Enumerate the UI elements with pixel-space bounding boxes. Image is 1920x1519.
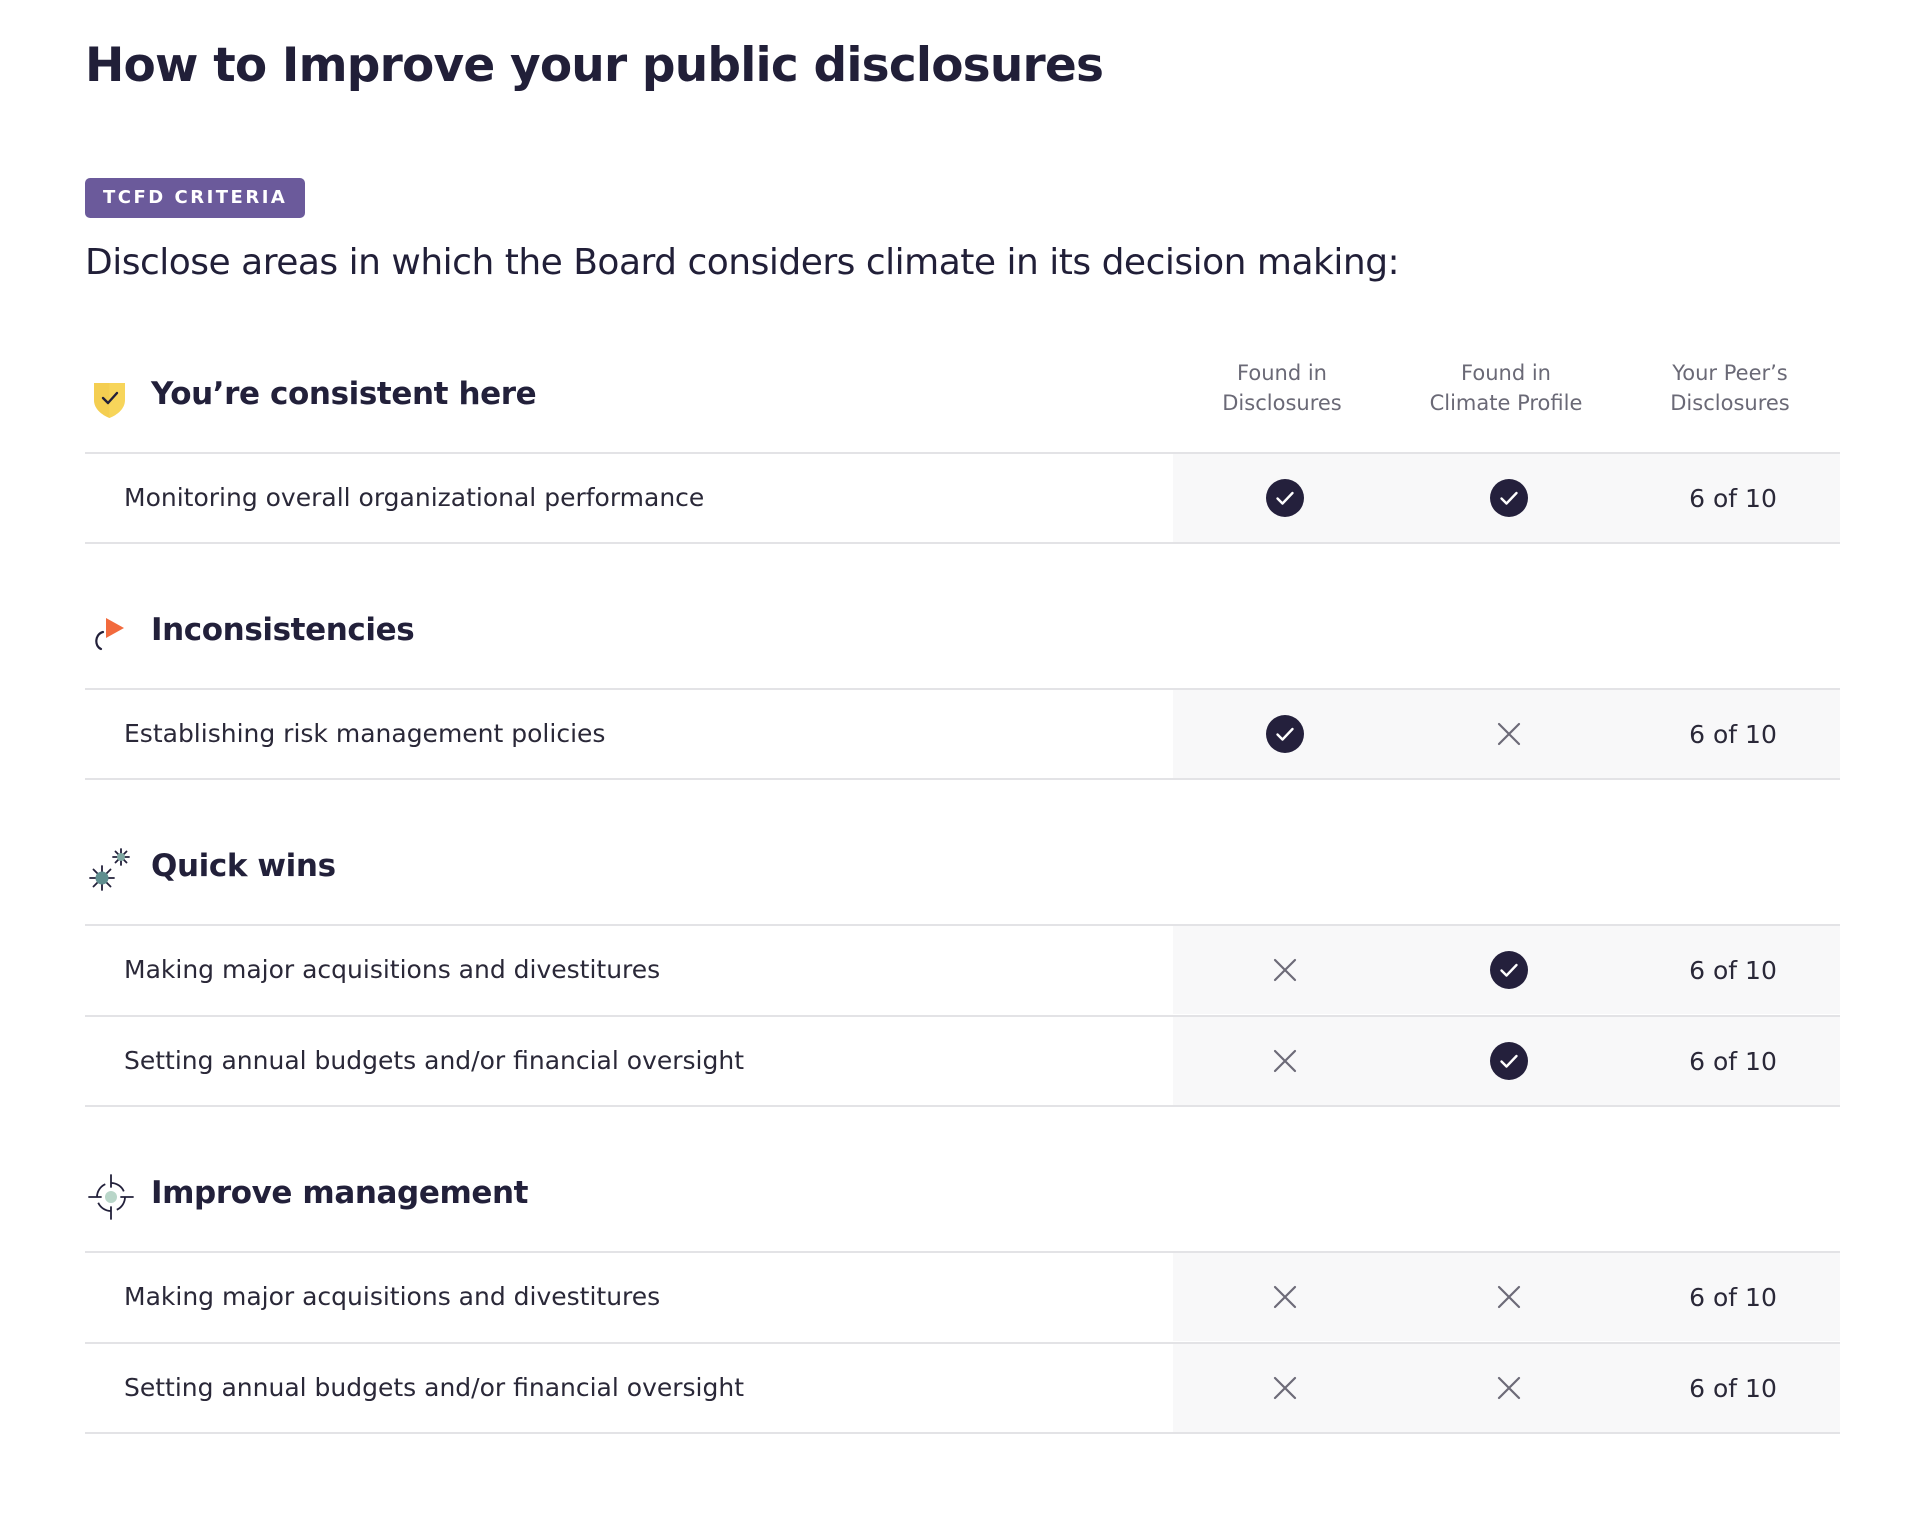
page-title: How to Improve your public disclosures bbox=[85, 38, 1104, 93]
cell-peer-disclosures: 6 of 10 bbox=[1621, 690, 1845, 778]
cross-icon bbox=[1273, 1049, 1297, 1073]
column-headers: Found in Disclosures Found in Climate Pr… bbox=[0, 358, 1920, 418]
section-title: Quick wins bbox=[151, 848, 336, 884]
table-row: Establishing risk management policies 6 … bbox=[85, 688, 1840, 780]
row-cells: 6 of 10 bbox=[1173, 454, 1840, 542]
cell-found-in-disclosures bbox=[1173, 926, 1397, 1014]
cell-peer-disclosures: 6 of 10 bbox=[1621, 1017, 1845, 1105]
peer-count: 6 of 10 bbox=[1689, 483, 1777, 513]
cross-icon bbox=[1497, 1376, 1521, 1400]
check-circle-icon bbox=[1490, 479, 1528, 517]
target-icon bbox=[88, 1174, 134, 1220]
shield-check-icon bbox=[94, 383, 125, 418]
row-label: Establishing risk management policies bbox=[124, 719, 606, 748]
row-label: Setting annual budgets and/or financial … bbox=[124, 1046, 745, 1075]
column-header-line: Your Peer’s bbox=[1672, 361, 1788, 385]
row-cells: 6 of 10 bbox=[1173, 690, 1840, 778]
section-consistent-header: You’re consistent here bbox=[85, 364, 1840, 424]
row-label: Making major acquisitions and divestitur… bbox=[124, 955, 661, 984]
cell-found-in-climate-profile bbox=[1397, 1253, 1621, 1341]
column-header-line: Found in bbox=[1461, 361, 1551, 385]
check-circle-icon bbox=[1266, 715, 1304, 753]
peer-count: 6 of 10 bbox=[1689, 955, 1777, 985]
cell-peer-disclosures: 6 of 10 bbox=[1621, 1344, 1845, 1432]
table-row: Monitoring overall organizational perfor… bbox=[85, 452, 1840, 544]
cell-found-in-disclosures bbox=[1173, 1344, 1397, 1432]
cross-icon bbox=[1497, 1285, 1521, 1309]
cell-found-in-disclosures bbox=[1173, 1017, 1397, 1105]
cell-found-in-climate-profile bbox=[1397, 690, 1621, 778]
cell-found-in-disclosures bbox=[1173, 1253, 1397, 1341]
table-row: Setting annual budgets and/or financial … bbox=[85, 1015, 1840, 1107]
row-cells: 6 of 10 bbox=[1173, 1344, 1840, 1432]
section-title: You’re consistent here bbox=[151, 376, 537, 412]
column-header-line: Disclosures bbox=[1222, 391, 1342, 415]
cell-found-in-climate-profile bbox=[1397, 1017, 1621, 1105]
peer-count: 6 of 10 bbox=[1689, 1046, 1777, 1076]
sparkle-icon bbox=[89, 848, 130, 891]
cross-icon bbox=[1273, 1376, 1297, 1400]
cross-icon bbox=[1497, 722, 1521, 746]
criteria-question: Disclose areas in which the Board consid… bbox=[85, 242, 1400, 283]
section-inconsistencies-header: Inconsistencies bbox=[85, 600, 1840, 660]
cell-peer-disclosures: 6 of 10 bbox=[1621, 454, 1845, 542]
row-cells: 6 of 10 bbox=[1173, 926, 1840, 1014]
table-row: Making major acquisitions and divestitur… bbox=[85, 1251, 1840, 1341]
criteria-badge: TCFD CRITERIA bbox=[85, 178, 306, 218]
cell-found-in-climate-profile bbox=[1397, 1344, 1621, 1432]
row-label: Monitoring overall organizational perfor… bbox=[124, 483, 705, 512]
column-header-line: Disclosures bbox=[1670, 391, 1790, 415]
flag-icon bbox=[95, 618, 124, 651]
row-cells: 6 of 10 bbox=[1173, 1253, 1840, 1341]
cell-found-in-disclosures bbox=[1173, 454, 1397, 542]
column-header-found-in-disclosures: Found in Disclosures bbox=[1170, 358, 1394, 418]
row-label: Making major acquisitions and divestitur… bbox=[124, 1282, 661, 1311]
peer-count: 6 of 10 bbox=[1689, 1282, 1777, 1312]
column-header-line: Climate Profile bbox=[1429, 391, 1583, 415]
table-row: Making major acquisitions and divestitur… bbox=[85, 924, 1840, 1014]
check-circle-icon bbox=[1490, 951, 1528, 989]
column-header-line: Found in bbox=[1237, 361, 1327, 385]
cross-icon bbox=[1273, 1285, 1297, 1309]
cell-peer-disclosures: 6 of 10 bbox=[1621, 926, 1845, 1014]
row-label: Setting annual budgets and/or financial … bbox=[124, 1373, 745, 1402]
check-circle-icon bbox=[1490, 1042, 1528, 1080]
table-row: Setting annual budgets and/or financial … bbox=[85, 1342, 1840, 1434]
cell-found-in-climate-profile bbox=[1397, 454, 1621, 542]
section-quick-wins-header: Quick wins bbox=[85, 836, 1840, 896]
row-cells: 6 of 10 bbox=[1173, 1017, 1840, 1105]
column-header-found-in-climate-profile: Found in Climate Profile bbox=[1394, 358, 1618, 418]
section-title: Inconsistencies bbox=[151, 612, 415, 648]
column-header-peer-disclosures: Your Peer’s Disclosures bbox=[1618, 358, 1842, 418]
peer-count: 6 of 10 bbox=[1689, 1373, 1777, 1403]
section-title: Improve management bbox=[151, 1175, 529, 1211]
section-improve-management-header: Improve management bbox=[85, 1163, 1840, 1223]
check-circle-icon bbox=[1266, 479, 1304, 517]
peer-count: 6 of 10 bbox=[1689, 719, 1777, 749]
cross-icon bbox=[1273, 958, 1297, 982]
cell-peer-disclosures: 6 of 10 bbox=[1621, 1253, 1845, 1341]
cell-found-in-disclosures bbox=[1173, 690, 1397, 778]
cell-found-in-climate-profile bbox=[1397, 926, 1621, 1014]
